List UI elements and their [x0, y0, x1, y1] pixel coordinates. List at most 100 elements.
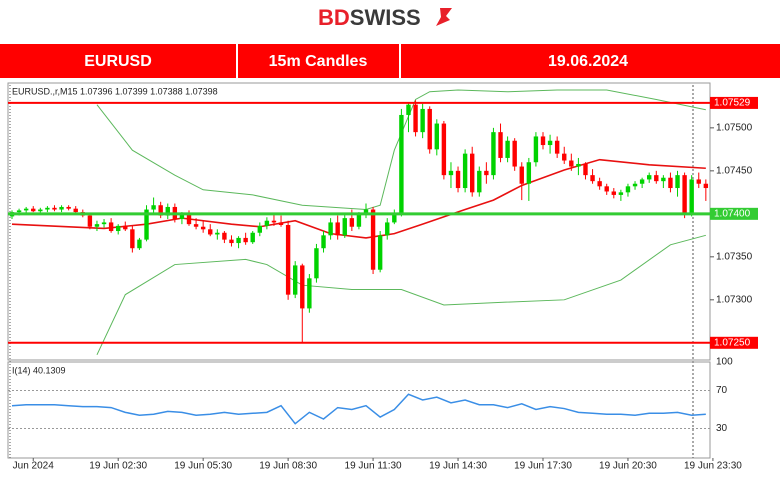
candle-body	[236, 237, 241, 244]
logo-part: BD	[318, 5, 350, 30]
candle-body	[434, 123, 439, 150]
timeframe: 15m Candles	[269, 53, 368, 70]
candle-body	[441, 123, 447, 176]
date: 19.06.2024	[548, 53, 628, 70]
candle-body	[455, 170, 461, 189]
candle-body	[250, 232, 255, 243]
candle-body	[356, 213, 362, 227]
candle-body	[526, 162, 532, 184]
candle-body	[59, 206, 64, 210]
candle-body	[45, 207, 50, 210]
candle-body	[335, 222, 340, 236]
candle-body	[703, 183, 709, 189]
candle-body	[498, 132, 503, 158]
candle-body	[448, 170, 454, 176]
candle-body	[668, 177, 673, 189]
rsi-tick-label: 70	[716, 385, 728, 396]
y-tick-label: 1.07450	[716, 165, 753, 176]
candle-body	[151, 205, 156, 210]
candle-body	[314, 248, 319, 279]
candle-body	[611, 191, 616, 195]
candle-body	[193, 224, 199, 227]
candle-body	[94, 224, 100, 227]
candle-body	[16, 210, 22, 213]
candle-body	[342, 218, 347, 236]
rsi-tick-label: 30	[716, 423, 728, 434]
candle-body	[512, 140, 517, 167]
logo-part: SWISS	[350, 5, 421, 30]
candle-body	[484, 170, 489, 176]
x-tick-label: 19 Jun 23:30	[684, 461, 742, 472]
candle-body	[321, 235, 326, 249]
candle-body	[208, 229, 213, 235]
candle-body	[420, 108, 425, 133]
candle-body	[222, 232, 227, 240]
candle-body	[137, 239, 142, 249]
candle-body	[661, 177, 666, 182]
y-tick-label: 1.07500	[716, 122, 753, 133]
logo: BDSWISS	[318, 5, 421, 30]
candle-body	[108, 222, 114, 232]
x-tick-label: 19 Jun 20:30	[599, 461, 657, 472]
x-tick-label: Jun 2024	[13, 461, 55, 472]
rsi-label: I(14) 40.1309	[12, 365, 66, 375]
candle-body	[576, 163, 581, 167]
y-tick-label: 1.07300	[716, 294, 753, 305]
candle-body	[618, 192, 624, 195]
candle-body	[186, 214, 192, 225]
candle-body	[229, 239, 234, 244]
y-tick-label: 1.07350	[716, 251, 753, 262]
candle-body	[278, 222, 284, 226]
candle-body	[179, 214, 185, 219]
candle-body	[385, 222, 390, 236]
candle-body	[413, 104, 418, 133]
candle-body	[370, 209, 376, 270]
level-box	[710, 336, 758, 349]
marks	[9, 89, 709, 425]
x-tick-label: 19 Jun 14:30	[429, 461, 487, 472]
candle-body	[647, 175, 652, 180]
header-bar	[0, 44, 780, 78]
candle-body	[696, 179, 701, 184]
candle-body	[52, 207, 57, 210]
candle-body	[300, 265, 305, 309]
level-label: 1.07400	[714, 208, 751, 219]
candle-body	[477, 170, 482, 193]
candle-body	[427, 108, 432, 150]
x-tick-label: 19 Jun 11:30	[345, 461, 403, 472]
candle-body	[392, 213, 397, 223]
candle-body	[257, 225, 262, 233]
rsi-line	[11, 393, 706, 425]
level-box	[710, 96, 758, 109]
level-box	[710, 207, 758, 220]
candle-body	[399, 114, 404, 214]
candle-body	[491, 132, 496, 176]
candle-body	[462, 153, 468, 189]
candle-body	[285, 225, 291, 295]
candle-body	[533, 136, 539, 163]
candle-body	[87, 215, 93, 227]
x-tick-label: 19 Jun 17:30	[514, 461, 572, 472]
bollinger-line	[96, 234, 706, 356]
candle-body	[519, 166, 524, 184]
candle-body	[158, 205, 163, 216]
candle-body	[116, 225, 121, 232]
candle-body	[328, 222, 333, 236]
candle-body	[639, 179, 645, 184]
candle-body	[583, 163, 588, 176]
x-tick-label: 19 Jun 02:30	[89, 461, 147, 472]
symbol: EURUSD	[84, 53, 152, 70]
candle-body	[363, 209, 369, 214]
candle-body	[590, 175, 595, 182]
candle-body	[689, 179, 694, 214]
symbol-info: EURUSD.,r,M15 1.07396 1.07399 1.07388 1.…	[12, 86, 218, 96]
candle-body	[215, 232, 220, 235]
candle-body	[23, 208, 29, 211]
candle-body	[165, 206, 170, 216]
candle-body	[144, 209, 149, 240]
candle-body	[597, 181, 602, 187]
candle-body	[604, 186, 609, 192]
candle-body	[31, 208, 36, 212]
